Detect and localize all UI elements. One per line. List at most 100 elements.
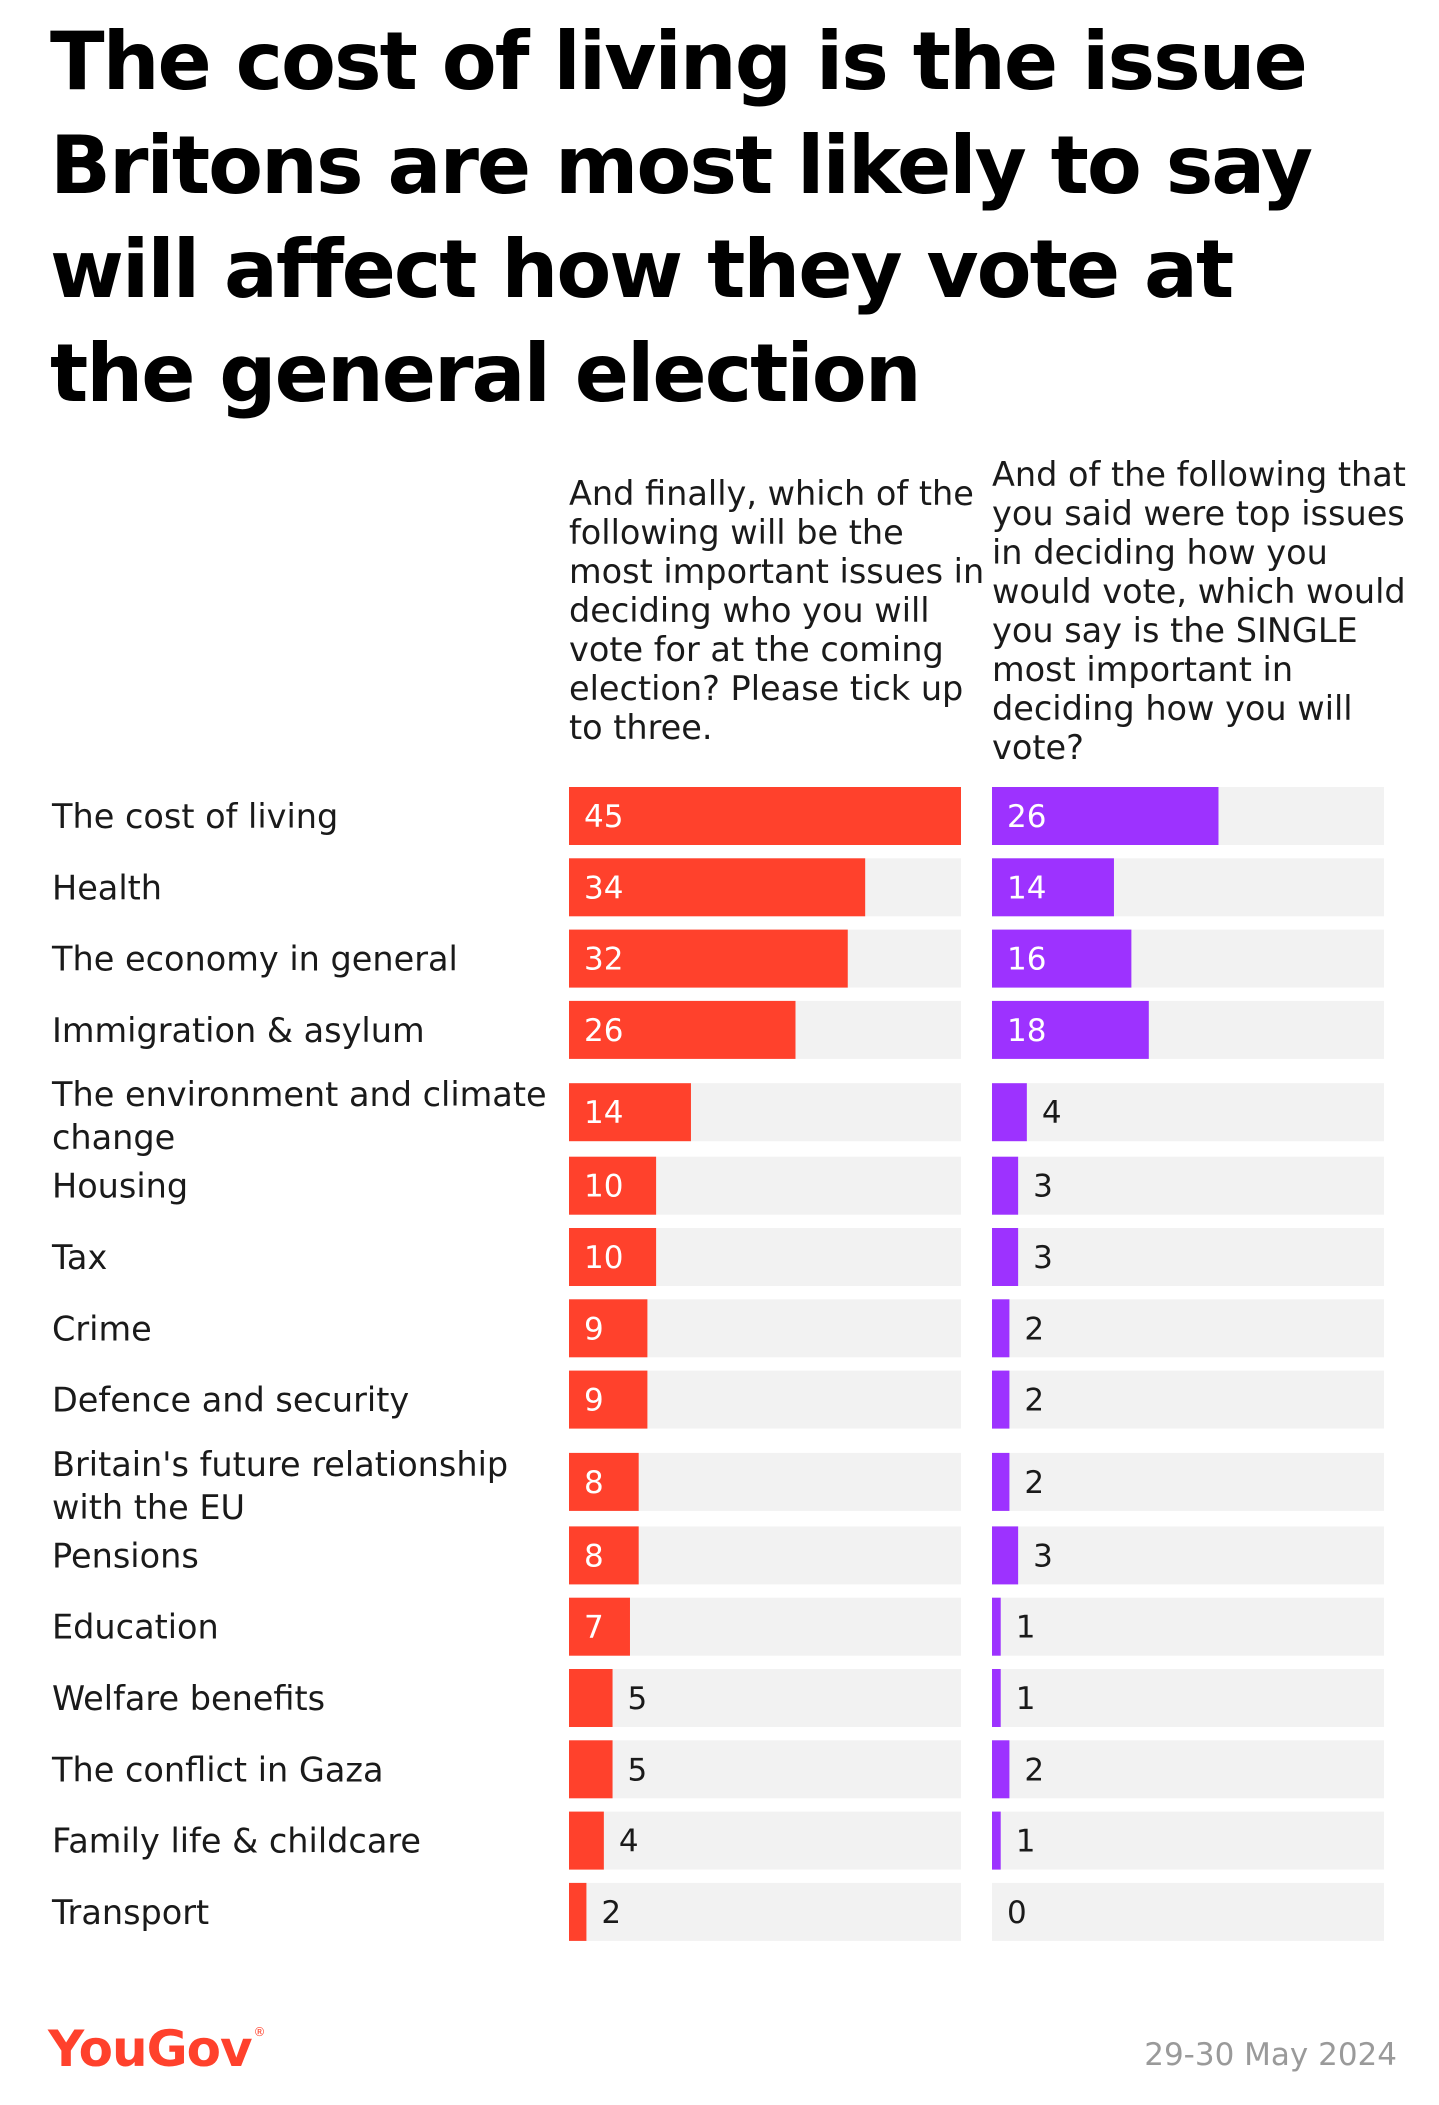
- bar-track: [992, 1811, 1384, 1870]
- series-1-bar: [569, 1811, 604, 1870]
- series-2-value-label: 2: [1024, 1311, 1044, 1347]
- category-label: Defence and security: [52, 1381, 409, 1420]
- series-2-bar: [992, 858, 1114, 917]
- series-2-value-label: 3: [1033, 1240, 1053, 1276]
- bar-track: [992, 1370, 1384, 1429]
- category-label: Welfare benefits: [52, 1679, 325, 1718]
- bar-track: [569, 1740, 961, 1799]
- series-2-value-label: 3: [1033, 1169, 1053, 1205]
- category-label: Housing: [52, 1167, 188, 1206]
- series-1-value-label: 9: [584, 1311, 604, 1347]
- bar-track: [569, 1882, 961, 1941]
- series-1-bar: [569, 1228, 657, 1286]
- series-1-value-label: 2: [601, 1895, 621, 1931]
- bar-track: [569, 1811, 961, 1870]
- series-2-value-label: 2: [1024, 1752, 1044, 1788]
- bar-track: [992, 1669, 1384, 1727]
- category-label: Family life & childcare: [52, 1822, 421, 1861]
- bars: [569, 787, 1219, 1941]
- bar-track: [992, 1228, 1384, 1286]
- series-2-bar: [992, 1228, 1019, 1286]
- bar-track: [992, 1156, 1384, 1215]
- series-1-value-label: 4: [619, 1824, 639, 1860]
- series-2-value-label: 2: [1024, 1465, 1044, 1501]
- category-label: Crime: [52, 1309, 152, 1348]
- bar-track: [992, 1299, 1384, 1358]
- bar-chart: The cost of living Health The economy in g…: [51, 787, 1384, 1941]
- series-1-value-label: 14: [584, 1095, 623, 1131]
- logo-text: YouGov: [48, 2020, 253, 2078]
- series-1-bar: [569, 1597, 630, 1656]
- series-1-bar: [569, 1740, 613, 1799]
- series-1-question: And finally, which of the following will…: [569, 474, 985, 747]
- series-2-bar: [992, 1597, 1001, 1656]
- series-2-bar: [992, 787, 1219, 845]
- category-label: The environment and climate change: [51, 1075, 547, 1157]
- series-2-value-label: 4: [1042, 1095, 1062, 1131]
- category-label: The conflict in Gaza: [51, 1750, 384, 1789]
- series-2-value-label: 0: [1007, 1895, 1027, 1931]
- series-2-value-label: 18: [1007, 1013, 1046, 1049]
- series-1-bar: [569, 858, 866, 917]
- logo-registered-mark: ®: [253, 2025, 266, 2039]
- series-1-value-label: 34: [584, 870, 623, 906]
- series-1-value-label: 10: [584, 1169, 623, 1205]
- series-1-value-label: 8: [584, 1538, 604, 1574]
- series-1-value-label: 5: [628, 1681, 648, 1717]
- series-1-bar: [569, 1083, 691, 1142]
- series-2-value-label: 2: [1024, 1383, 1044, 1419]
- fieldwork-date: 29-30 May 2024: [1144, 2037, 1397, 2073]
- bar-track: [992, 1740, 1384, 1799]
- bar-track: [569, 1669, 961, 1727]
- series-2-bar: [992, 1370, 1010, 1429]
- series-1-bar: [569, 1299, 648, 1358]
- category-label: Britain's future relationship with the EU: [52, 1445, 508, 1527]
- bar-track: [992, 1882, 1384, 1941]
- category-label: Transport: [51, 1893, 209, 1932]
- category-labels: The cost of living Health The economy in g…: [51, 797, 547, 1932]
- series-1-value-label: 5: [628, 1752, 648, 1788]
- series-1-value-label: 7: [584, 1610, 604, 1646]
- series-1-bar: [569, 1370, 648, 1429]
- series-1-value-label: 10: [584, 1240, 623, 1276]
- series-1-bar: [569, 1526, 639, 1585]
- series-2-bar: [992, 929, 1132, 988]
- series-2-bar: [992, 1526, 1019, 1585]
- series-1-value-label: 32: [584, 942, 623, 978]
- series-1-bar: [569, 1000, 796, 1059]
- yougov-logo: YouGov ®: [48, 2020, 266, 2078]
- category-label: Health: [52, 868, 162, 907]
- series-2-value-label: 3: [1033, 1538, 1053, 1574]
- bar-track: [992, 1452, 1384, 1511]
- series-2-bar: [992, 1740, 1010, 1799]
- series-2-bar: [992, 1083, 1027, 1142]
- bar-track: [569, 1597, 961, 1656]
- series-1-bar: [569, 929, 848, 988]
- bar-tracks: [569, 787, 1384, 1941]
- chart-title: The cost of living is the issue Britons …: [50, 15, 1313, 420]
- series-1-bar: [569, 1452, 639, 1511]
- series-2-value-label: 14: [1007, 870, 1046, 906]
- series-2-bar: [992, 1156, 1019, 1215]
- bar-track: [992, 1526, 1384, 1585]
- series-1-value-label: 26: [584, 1013, 623, 1049]
- series-1-value-label: 9: [584, 1383, 604, 1419]
- series-2-question: And of the following that you said were …: [992, 455, 1406, 767]
- series-2-value-label: 1: [1016, 1610, 1036, 1646]
- series-2-bar: [992, 1000, 1149, 1059]
- category-label: The cost of living: [51, 797, 338, 836]
- series-1-value-label: 8: [584, 1465, 604, 1501]
- series-2-value-label: 26: [1007, 799, 1046, 835]
- category-label: Pensions: [52, 1536, 199, 1575]
- series-2-value-label: 1: [1016, 1824, 1036, 1860]
- series-1-bar: [569, 1669, 613, 1727]
- category-label: Tax: [51, 1238, 107, 1277]
- series-1-bar: [569, 1882, 587, 1941]
- series-2-bar: [992, 1669, 1001, 1727]
- category-label: Immigration & asylum: [52, 1011, 425, 1050]
- bar-track: [992, 1083, 1384, 1142]
- category-label: Education: [52, 1608, 219, 1647]
- category-label: The economy in general: [51, 940, 458, 979]
- bar-track: [992, 1597, 1384, 1656]
